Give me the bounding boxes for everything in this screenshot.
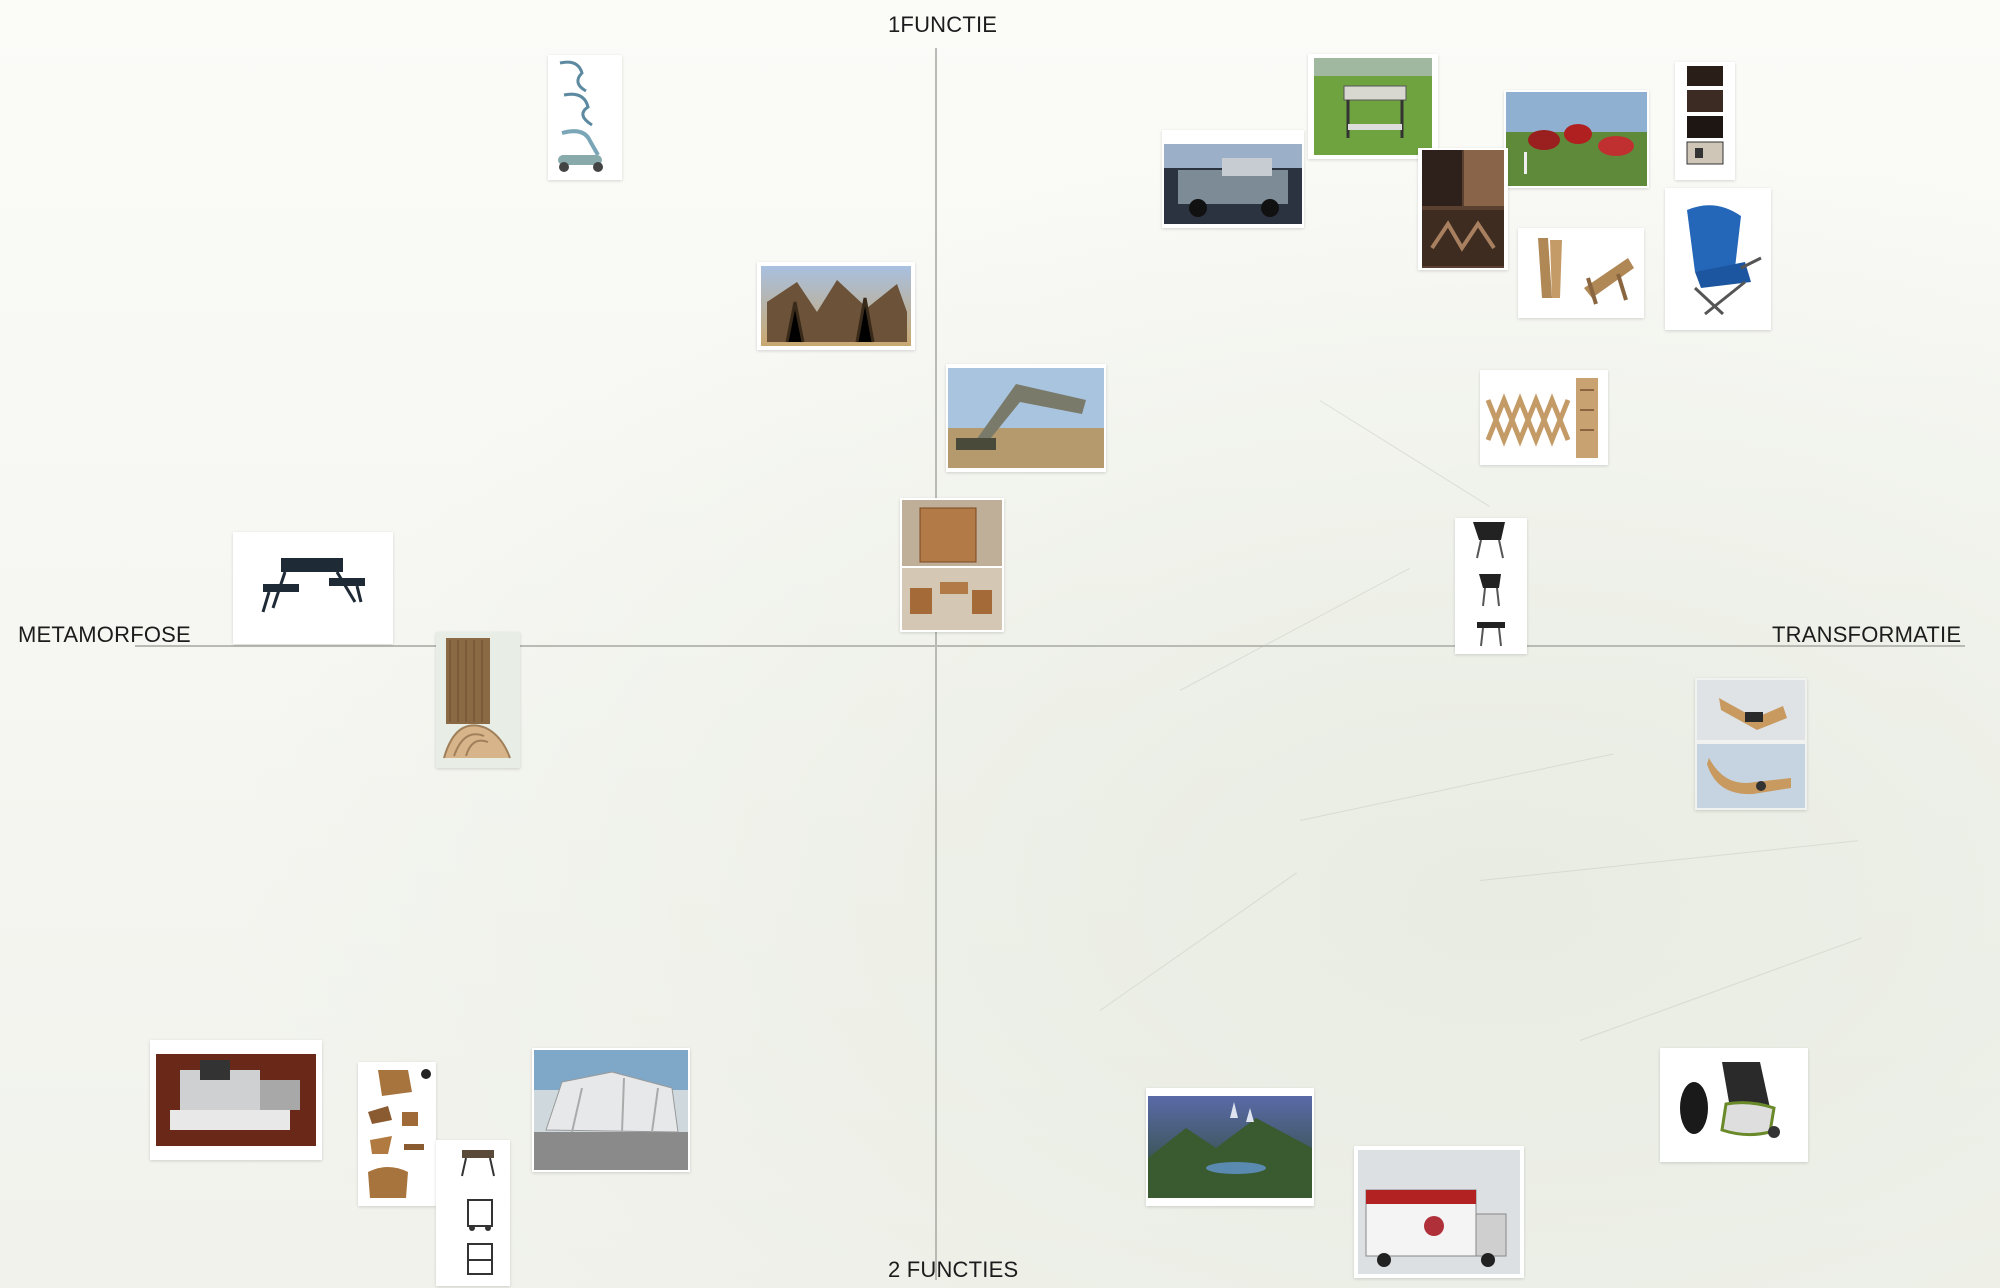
wooden-wave-chair-icon [443,638,511,759]
photo-fantasy-valley[interactable] [1146,1088,1314,1206]
promotion-truck-icon [1358,1150,1520,1274]
flexible-object-icon [1697,680,1805,808]
surface-scratch [1099,872,1297,1011]
photo-flexible-object[interactable] [1695,678,1807,810]
photo-wooden-shelves[interactable] [1418,148,1508,270]
photo-trailer-tent[interactable] [532,1048,690,1172]
red-pod-tents-icon [1506,92,1647,186]
photo-storage-column[interactable] [1675,62,1735,180]
surface-scratch [1299,753,1614,821]
photo-pickup-camper[interactable] [1162,130,1304,228]
storage-cubes-icon [1686,66,1724,165]
surface-scratch [1479,840,1858,881]
wooden-shelves-icon [1422,150,1504,268]
folding-cart-sequence-icon [461,1150,495,1275]
axis-label-left: METAMORFOSE [18,622,191,647]
photo-workshop-machine[interactable] [150,1040,322,1160]
fantasy-architecture-icon [761,266,911,346]
rolling-luggage-icon [1680,1062,1780,1138]
surface-scratch [1319,400,1490,507]
photo-rolling-luggage[interactable] [1660,1048,1808,1162]
photo-promo-truck[interactable] [1354,1146,1524,1278]
fantasy-valley-icon [1148,1096,1312,1198]
surface-scratch [1179,567,1410,691]
workshop-machine-icon [156,1054,316,1146]
photo-wooden-chairs[interactable] [1518,228,1644,318]
photo-wooden-wave-chair[interactable] [436,632,520,768]
expandable-wooden-rack-icon [1485,378,1598,458]
photo-fantasy-landscape[interactable] [757,262,915,350]
cube-furniture-icon [902,500,1002,630]
folding-picnic-table-icon [261,558,365,613]
photo-blue-camp-chair[interactable] [1665,188,1771,330]
folding-camp-chair-icon [1687,205,1762,316]
axis-label-bottom: 2 FUNCTIES [888,1257,1019,1282]
folding-chair-sequence-icon [1473,522,1505,647]
photo-picnic-table[interactable] [233,532,393,644]
horizontal-axis [135,645,1965,647]
axis-label-right: TRANSFORMATIE [1772,622,1962,647]
surface-scratch [1579,937,1863,1041]
photo-pod-tents[interactable] [1504,90,1649,188]
photo-cube-furniture[interactable] [900,498,1004,632]
photo-camping-table-grass[interactable] [1308,54,1438,159]
camping-table-icon [1314,58,1432,155]
photo-folding-chair-steps[interactable] [1455,518,1527,654]
photo-wooden-parts[interactable] [358,1062,436,1206]
photo-folding-cart-steps[interactable] [436,1140,510,1286]
trailer-tent-icon [534,1050,688,1170]
slatted-wooden-chairs-icon [1538,238,1634,305]
axis-label-top: 1FUNCTIE [888,12,998,37]
pickup-truck-camper-icon [1164,144,1302,224]
folding-stool-sketches-icon [558,60,603,172]
bridge-layer-vehicle-icon [948,368,1104,468]
vertical-axis [935,48,937,1280]
wooden-parts-icon [368,1069,431,1198]
photo-bridge-vehicle[interactable] [946,364,1106,472]
photo-folding-stool-sketch[interactable] [548,55,622,180]
photo-folding-rack[interactable] [1480,370,1608,465]
